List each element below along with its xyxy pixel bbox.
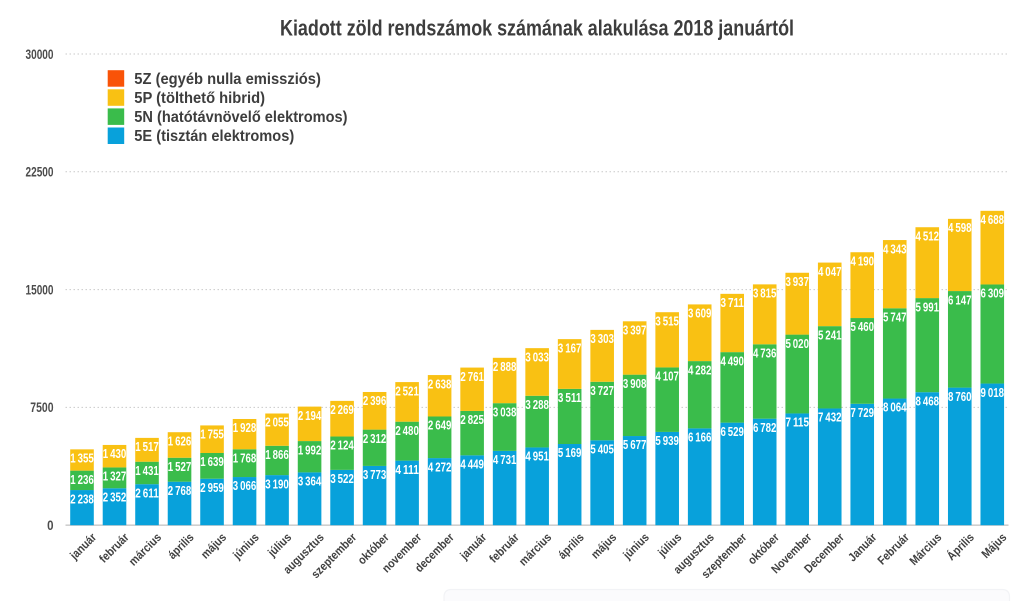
svg-text:3 190: 3 190 [265,476,289,491]
svg-text:1 430: 1 430 [103,446,127,461]
svg-text:1 866: 1 866 [265,447,289,462]
svg-text:8 468: 8 468 [916,393,940,408]
svg-text:3 397: 3 397 [623,323,647,338]
svg-text:1 755: 1 755 [200,427,224,442]
svg-text:2 888: 2 888 [493,359,517,374]
svg-text:2 055: 2 055 [265,415,289,430]
svg-text:3 522: 3 522 [330,471,354,486]
svg-text:5 169: 5 169 [558,445,582,460]
svg-text:0: 0 [47,517,54,533]
svg-text:4 111: 4 111 [395,462,419,477]
svg-text:3 815: 3 815 [753,286,777,301]
svg-text:15000: 15000 [26,281,54,297]
svg-text:2 649: 2 649 [428,418,452,433]
svg-text:2 238: 2 238 [70,491,94,506]
svg-text:5P (tölthető hibrid): 5P (tölthető hibrid) [134,90,265,107]
svg-text:7 729: 7 729 [850,405,874,420]
svg-text:3 511: 3 511 [558,390,582,405]
svg-text:4 190: 4 190 [850,253,874,268]
svg-text:1 527: 1 527 [168,459,192,474]
svg-text:2 480: 2 480 [395,423,419,438]
svg-text:5N (hatótávnövelő elektromos): 5N (hatótávnövelő elektromos) [134,109,347,126]
svg-text:2 521: 2 521 [395,383,419,398]
svg-text:5 939: 5 939 [655,433,679,448]
svg-text:5 460: 5 460 [850,319,874,334]
svg-text:7 432: 7 432 [818,410,842,425]
svg-text:3 167: 3 167 [558,340,582,355]
svg-text:6 166: 6 166 [688,430,712,445]
svg-text:3 711: 3 711 [720,295,744,310]
svg-text:1 517: 1 517 [135,439,159,454]
svg-text:3 937: 3 937 [785,274,809,289]
svg-text:3 303: 3 303 [590,331,614,346]
svg-text:5E (tisztán elektromos): 5E (tisztán elektromos) [134,128,294,145]
svg-text:5 241: 5 241 [818,327,842,342]
svg-text:1 327: 1 327 [103,469,127,484]
svg-text:3 727: 3 727 [590,383,614,398]
svg-text:7500: 7500 [30,399,53,415]
svg-text:2 396: 2 396 [363,393,387,408]
svg-text:1 768: 1 768 [233,450,257,465]
svg-text:3 773: 3 773 [363,467,387,482]
svg-text:3 038: 3 038 [493,404,517,419]
svg-text:4 731: 4 731 [493,452,517,467]
svg-text:30000: 30000 [26,46,54,62]
svg-text:4 272: 4 272 [428,459,452,474]
svg-text:2 638: 2 638 [428,376,452,391]
svg-text:2 269: 2 269 [330,402,354,417]
svg-text:3 908: 3 908 [623,376,647,391]
svg-text:5 020: 5 020 [785,336,809,351]
svg-text:22500: 22500 [26,164,54,180]
svg-text:2 761: 2 761 [460,369,484,384]
svg-text:5 991: 5 991 [916,299,940,314]
svg-text:3 033: 3 033 [525,349,549,364]
svg-text:2 312: 2 312 [363,431,387,446]
svg-text:1 236: 1 236 [70,472,94,487]
svg-text:2 352: 2 352 [103,489,127,504]
svg-text:4 598: 4 598 [948,220,972,235]
svg-text:5 405: 5 405 [590,442,614,457]
svg-text:2 194: 2 194 [298,408,322,423]
svg-text:1 355: 1 355 [70,451,94,466]
svg-text:1 928: 1 928 [233,420,257,435]
svg-text:5 747: 5 747 [883,309,907,324]
svg-text:3 515: 3 515 [655,313,679,328]
svg-text:9 018: 9 018 [981,385,1005,400]
svg-text:4 688: 4 688 [981,212,1005,227]
svg-text:4 736: 4 736 [753,345,777,360]
svg-text:3 609: 3 609 [688,306,712,321]
svg-text:4 107: 4 107 [655,369,679,384]
svg-text:2 825: 2 825 [460,412,484,427]
svg-text:7 115: 7 115 [785,415,809,430]
svg-text:4 951: 4 951 [525,449,549,464]
svg-text:3 066: 3 066 [233,478,257,493]
svg-text:3 364: 3 364 [298,474,322,489]
svg-text:1 431: 1 431 [135,463,159,478]
svg-text:1 992: 1 992 [298,442,322,457]
svg-text:Kiadott zöld rendszámok számán: Kiadott zöld rendszámok számának alakulá… [280,16,794,41]
svg-text:4 449: 4 449 [460,457,484,472]
svg-text:6 309: 6 309 [981,286,1005,301]
svg-text:4 512: 4 512 [916,228,940,243]
svg-text:6 147: 6 147 [948,292,972,307]
svg-text:2 768: 2 768 [168,483,192,498]
svg-text:6 782: 6 782 [753,420,777,435]
svg-text:1 639: 1 639 [200,454,224,469]
svg-text:5Z (egyéb nulla emissziós): 5Z (egyéb nulla emissziós) [134,71,321,88]
svg-text:4 047: 4 047 [818,264,842,279]
svg-text:4 490: 4 490 [720,353,744,368]
svg-text:2 611: 2 611 [135,485,159,500]
svg-text:8 760: 8 760 [948,389,972,404]
svg-text:2 959: 2 959 [200,480,224,495]
svg-text:3 288: 3 288 [525,397,549,412]
svg-text:2 124: 2 124 [330,438,354,453]
svg-text:4 282: 4 282 [688,362,712,377]
svg-text:8 064: 8 064 [883,400,907,415]
svg-text:5 677: 5 677 [623,437,647,452]
svg-text:6 529: 6 529 [720,424,744,439]
svg-text:4 343: 4 343 [883,241,907,256]
svg-text:1 626: 1 626 [168,433,192,448]
